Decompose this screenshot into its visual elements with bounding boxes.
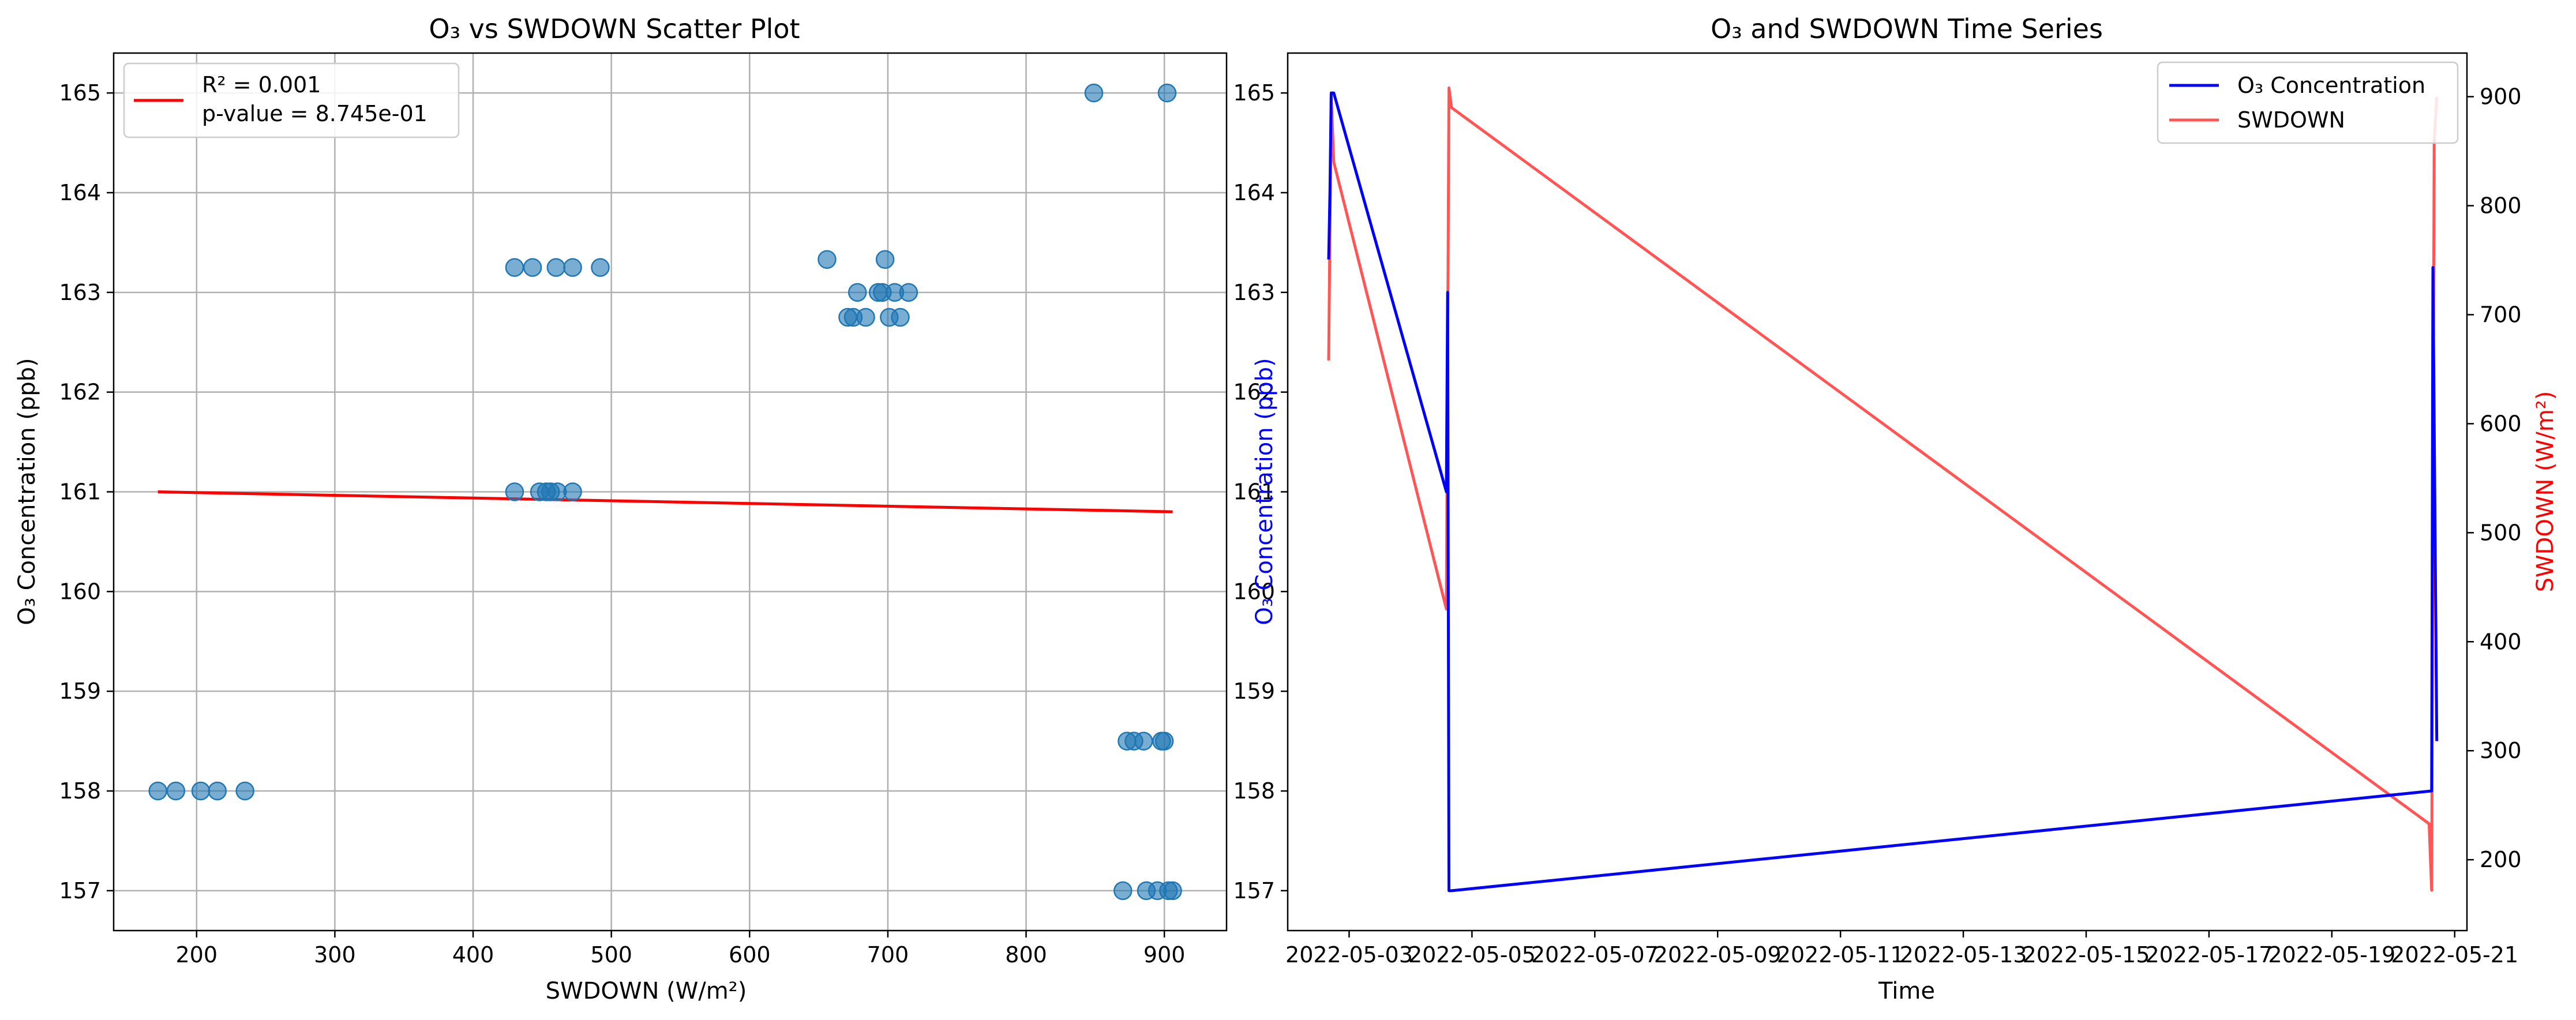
o3-series-line — [1327, 91, 2439, 892]
scatter-legend-r2: R² = 0.001 — [202, 72, 321, 97]
scatter-x-tick-label: 300 — [314, 942, 356, 967]
timeseries-x-tick-label: 2022-05-17 — [2145, 942, 2273, 967]
scatter-x-tick-label: 900 — [1143, 942, 1186, 967]
timeseries-left-y-axis-label: O₃ Concentration (ppb) — [1251, 358, 1278, 625]
scatter-point — [899, 283, 918, 302]
scatter-fit-line — [158, 490, 1173, 513]
scatter-point — [166, 781, 186, 801]
timeseries-x-tick-label: 2022-05-03 — [1285, 942, 1413, 967]
timeseries-left-y-ticks: 157 158 159 160 161 162 163 164 165 — [1233, 80, 1288, 903]
scatter-y-axis-label: O₃ Concentration (ppb) — [14, 358, 40, 625]
scatter-y-tick-label: 165 — [59, 80, 101, 106]
timeseries-x-ticks: 2022-05-032022-05-052022-05-072022-05-09… — [1285, 931, 2518, 967]
scatter-grid — [114, 53, 1227, 931]
scatter-point — [208, 781, 227, 801]
scatter-point — [875, 250, 895, 269]
scatter-x-tick-label: 200 — [176, 942, 218, 967]
timeseries-right-y-tick-label: 400 — [2480, 629, 2522, 654]
scatter-point — [1157, 83, 1177, 103]
scatter-x-tick-label: 400 — [452, 942, 494, 967]
scatter-point — [1154, 732, 1174, 751]
scatter-point — [191, 781, 211, 801]
scatter-point — [1113, 881, 1133, 901]
scatter-point — [818, 250, 837, 269]
scatter-x-ticks: 200 300 400 500 600 700 800 900 — [176, 931, 1186, 967]
scatter-point — [546, 258, 566, 277]
timeseries-x-tick-label: 2022-05-05 — [1408, 942, 1536, 967]
scatter-point — [1134, 732, 1153, 751]
scatter-y-tick-label: 160 — [59, 579, 101, 604]
timeseries-legend-o3-label: O₃ Concentration — [2237, 73, 2425, 98]
scatter-x-tick-label: 700 — [867, 942, 909, 967]
timeseries-left-y-tick-label: 163 — [1233, 280, 1275, 305]
timeseries-left-y-tick-label: 164 — [1233, 180, 1275, 205]
scatter-x-tick-label: 600 — [729, 942, 771, 967]
scatter-y-tick-label: 163 — [59, 280, 101, 305]
timeseries-right-y-ticks: 200 300 400 500 600 700 800 900 — [2467, 84, 2522, 872]
scatter-point — [856, 308, 875, 327]
timeseries-x-tick-label: 2022-05-09 — [1654, 942, 1782, 967]
scatter-y-tick-label: 162 — [59, 380, 101, 405]
scatter-x-tick-label: 500 — [590, 942, 632, 967]
scatter-point — [1084, 83, 1104, 103]
timeseries-right-y-tick-label: 600 — [2480, 411, 2522, 436]
timeseries-left-y-tick-label: 165 — [1233, 80, 1275, 106]
scatter-points — [148, 83, 1182, 901]
scatter-title: O₃ vs SWDOWN Scatter Plot — [429, 13, 800, 44]
timeseries-left-y-tick-label: 162 — [1233, 380, 1275, 405]
scatter-fit-line-group — [158, 490, 1173, 513]
scatter-point — [1163, 881, 1182, 901]
timeseries-left-y-tick-label: 159 — [1233, 678, 1275, 704]
timeseries-x-tick-label: 2022-05-21 — [2391, 942, 2518, 967]
timeseries-right-y-axis-label: SWDOWN (W/m²) — [2532, 391, 2559, 592]
scatter-point — [591, 258, 610, 277]
scatter-point — [848, 283, 867, 302]
timeseries-title: O₃ and SWDOWN Time Series — [1711, 13, 2103, 44]
scatter-point — [505, 258, 524, 277]
timeseries-legend-swdown-label: SWDOWN — [2237, 107, 2345, 133]
scatter-point — [563, 482, 582, 501]
timeseries-legend: O₃ Concentration SWDOWN — [2157, 61, 2459, 144]
timeseries-chart: O₃ and SWDOWN Time Series 2022-05-032022… — [1233, 13, 2559, 1004]
scatter-legend-box — [123, 62, 460, 138]
timeseries-left-y-tick-label: 158 — [1233, 778, 1275, 804]
timeseries-right-y-tick-label: 200 — [2480, 847, 2522, 872]
scatter-y-tick-label: 164 — [59, 180, 101, 205]
timeseries-right-y-tick-label: 300 — [2480, 738, 2522, 763]
scatter-point — [148, 781, 167, 801]
scatter-chart: O₃ vs SWDOWN Scatter Plot 200 300 400 500 60… — [14, 13, 1228, 1004]
timeseries-x-tick-label: 2022-05-19 — [2268, 942, 2395, 967]
scatter-point — [891, 308, 910, 327]
timeseries-x-tick-label: 2022-05-15 — [2023, 942, 2150, 967]
timeseries-right-y-tick-label: 700 — [2480, 302, 2522, 327]
timeseries-x-tick-label: 2022-05-13 — [1900, 942, 2027, 967]
scatter-y-tick-label: 159 — [59, 678, 101, 704]
scatter-point — [505, 482, 524, 501]
scatter-y-ticks: 157 158 159 160 161 162 163 164 165 — [59, 80, 114, 903]
timeseries-right-y-tick-label: 500 — [2480, 520, 2522, 545]
timeseries-lines — [1327, 87, 2439, 892]
timeseries-left-y-tick-label: 161 — [1233, 479, 1275, 505]
timeseries-left-y-tick-label: 157 — [1233, 878, 1275, 903]
scatter-point — [235, 781, 254, 801]
timeseries-legend-box — [2157, 61, 2459, 144]
scatter-y-tick-label: 157 — [59, 878, 101, 903]
timeseries-x-tick-label: 2022-05-07 — [1531, 942, 1659, 967]
scatter-point — [523, 258, 542, 277]
scatter-point — [563, 258, 582, 277]
timeseries-x-axis-label: Time — [1878, 978, 1935, 1004]
scatter-y-tick-label: 161 — [59, 479, 101, 505]
timeseries-right-y-tick-label: 900 — [2480, 84, 2522, 110]
scatter-x-axis-label: SWDOWN (W/m²) — [546, 978, 747, 1004]
scatter-legend: R² = 0.001 p-value = 8.745e-01 — [123, 62, 460, 138]
timeseries-right-y-tick-label: 800 — [2480, 193, 2522, 219]
timeseries-x-tick-label: 2022-05-11 — [1777, 942, 1904, 967]
timeseries-left-y-tick-label: 160 — [1233, 579, 1275, 604]
scatter-legend-pvalue: p-value = 8.745e-01 — [202, 101, 428, 126]
scatter-x-tick-label: 800 — [1005, 942, 1047, 967]
scatter-y-tick-label: 158 — [59, 778, 101, 804]
